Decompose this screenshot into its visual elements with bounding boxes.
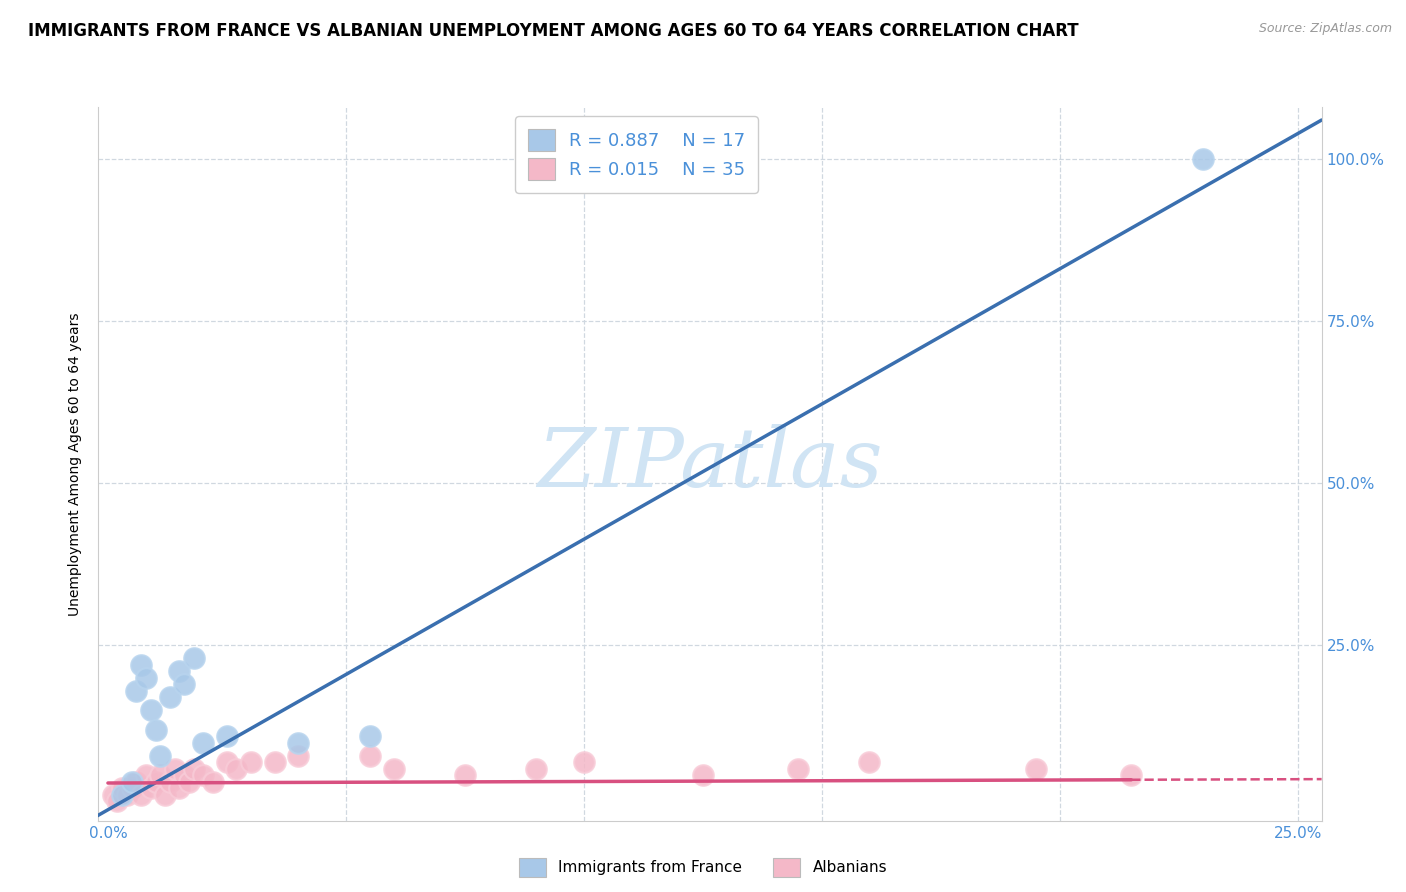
Point: [163, 762, 186, 776]
Legend: R = 0.887    N = 17, R = 0.015    N = 35: R = 0.887 N = 17, R = 0.015 N = 35: [515, 116, 758, 193]
Point: [149, 768, 172, 782]
Point: [115, 788, 138, 802]
Point: [173, 677, 195, 691]
Point: [111, 781, 134, 796]
Point: [121, 781, 143, 796]
Point: [145, 723, 167, 737]
Point: [239, 756, 262, 770]
Point: [1025, 762, 1047, 776]
Point: [225, 762, 247, 776]
Point: [858, 756, 880, 770]
Point: [169, 665, 191, 679]
Point: [125, 774, 148, 789]
Point: [153, 788, 176, 802]
Point: [359, 748, 381, 763]
Point: [287, 748, 309, 763]
Y-axis label: Unemployment Among Ages 60 to 64 years: Unemployment Among Ages 60 to 64 years: [69, 312, 83, 615]
Point: [191, 736, 214, 750]
Point: [129, 788, 152, 802]
Point: [692, 768, 714, 782]
Point: [177, 774, 200, 789]
Point: [129, 657, 152, 672]
Point: [139, 781, 162, 796]
Text: Source: ZipAtlas.com: Source: ZipAtlas.com: [1258, 22, 1392, 36]
Point: [149, 748, 172, 763]
Point: [1191, 152, 1213, 166]
Point: [263, 756, 285, 770]
Point: [524, 762, 547, 776]
Point: [215, 756, 238, 770]
Point: [173, 768, 195, 782]
Point: [159, 690, 181, 705]
Point: [135, 768, 157, 782]
Point: [111, 788, 134, 802]
Point: [183, 651, 205, 665]
Point: [121, 774, 143, 789]
Point: [287, 736, 309, 750]
Point: [139, 703, 162, 717]
Point: [787, 762, 810, 776]
Point: [135, 671, 157, 685]
Point: [169, 781, 191, 796]
Point: [382, 762, 405, 776]
Legend: Immigrants from France, Albanians: Immigrants from France, Albanians: [510, 850, 896, 884]
Point: [159, 774, 181, 789]
Point: [107, 794, 129, 808]
Point: [1121, 768, 1143, 782]
Point: [145, 774, 167, 789]
Point: [454, 768, 477, 782]
Point: [201, 774, 224, 789]
Text: ZIPatlas: ZIPatlas: [537, 424, 883, 504]
Point: [125, 684, 148, 698]
Text: IMMIGRANTS FROM FRANCE VS ALBANIAN UNEMPLOYMENT AMONG AGES 60 TO 64 YEARS CORREL: IMMIGRANTS FROM FRANCE VS ALBANIAN UNEMP…: [28, 22, 1078, 40]
Point: [572, 756, 595, 770]
Point: [101, 788, 124, 802]
Point: [191, 768, 214, 782]
Point: [215, 729, 238, 743]
Point: [359, 729, 381, 743]
Point: [183, 762, 205, 776]
